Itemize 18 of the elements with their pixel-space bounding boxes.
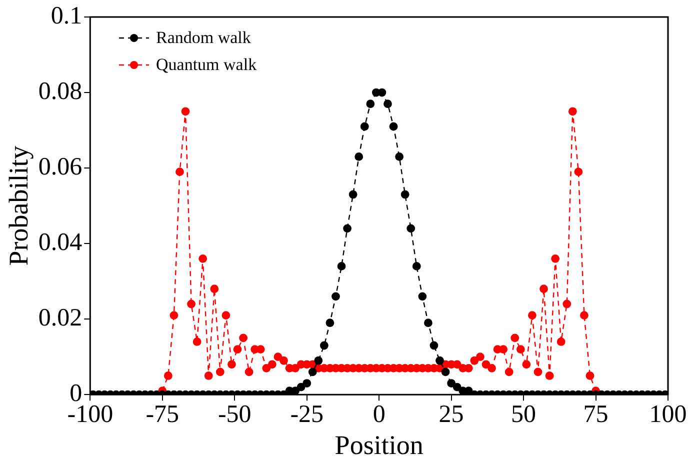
x-tick-label: -75 — [146, 401, 180, 428]
x-tick-label: -50 — [218, 401, 252, 428]
y-axis-title: Probability — [3, 145, 34, 266]
x-tick-label: 100 — [649, 401, 687, 428]
y-tick-label: 0.02 — [38, 304, 82, 332]
y-tick-label: 0.04 — [38, 229, 83, 256]
y-tick-label: 0.08 — [38, 78, 82, 106]
x-tick-label: 75 — [583, 401, 608, 428]
y-tick-label: 0.1 — [50, 2, 82, 30]
legend-label: Quantum walk — [156, 54, 257, 76]
legend-label: Random walk — [156, 27, 251, 49]
y-tick-label: 0.06 — [38, 154, 82, 181]
x-tick-label: 25 — [438, 401, 464, 428]
x-axis-title: Position — [334, 430, 424, 460]
x-tick-label: -100 — [67, 401, 114, 428]
x-tick-label: 50 — [511, 401, 536, 428]
x-tick-label: -25 — [290, 401, 324, 428]
x-tick-label: 0 — [372, 401, 386, 428]
